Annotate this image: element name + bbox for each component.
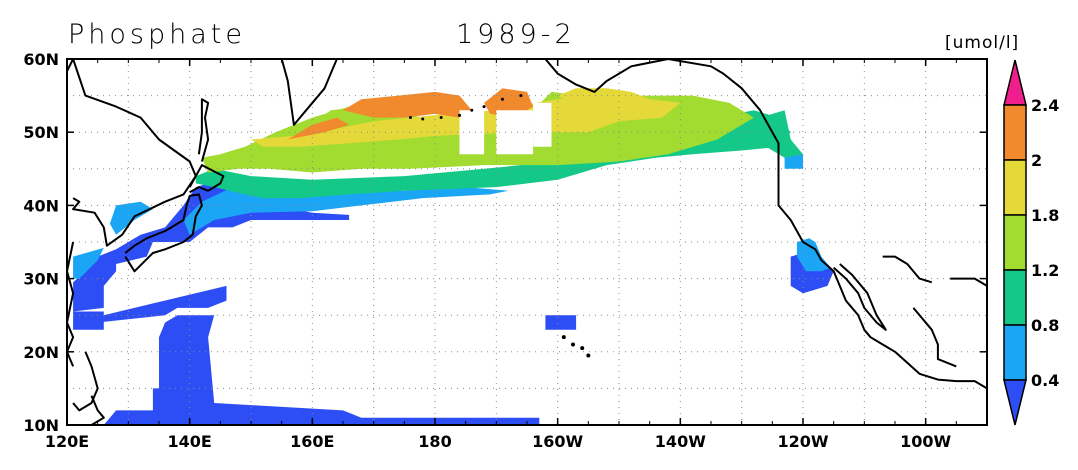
coastline-5 <box>280 59 338 126</box>
colorbar-top-arrow <box>1003 59 1027 106</box>
coastlines <box>67 59 987 425</box>
x-tick-label: 140E <box>168 432 212 451</box>
y-tick-label: 40N <box>23 196 59 215</box>
colorbar-level-label: 1.2 <box>1031 261 1059 280</box>
phosphate-region-19 <box>287 117 350 140</box>
y-tick-label: 20N <box>23 343 59 362</box>
colorbar-level-label: 2.4 <box>1031 96 1059 115</box>
x-tick-label: 160E <box>290 432 334 451</box>
phosphate-region-9 <box>796 238 831 272</box>
x-tick-label: 100W <box>900 432 951 451</box>
phosphate-region-1 <box>97 285 227 323</box>
hawaii-island-1 <box>571 342 575 347</box>
hawaii-island-2 <box>580 346 585 351</box>
no-data-gap-2 <box>533 102 552 147</box>
figure-period: 1989-2 <box>456 19 576 50</box>
no-data-gap-1 <box>496 110 534 155</box>
aleutian-island-6 <box>500 97 504 101</box>
x-tick-label: 160W <box>532 432 583 451</box>
colorbar-bottom-arrow <box>1003 379 1027 426</box>
phosphate-region-6 <box>109 201 153 235</box>
phosphate-region-4 <box>545 315 577 330</box>
phosphate-region-7 <box>73 247 104 279</box>
x-tick-label: 180 <box>418 432 451 451</box>
colorbar-level-label: 0.4 <box>1031 371 1059 390</box>
x-axis: 120E 140E 160E 180 160W 140W 120W 100W <box>45 59 957 451</box>
colorbar-segment <box>1003 159 1027 216</box>
colorbar-level-label: 0.8 <box>1031 316 1059 335</box>
phosphate-field <box>73 88 834 425</box>
coastline-14 <box>67 59 74 74</box>
coastline-13 <box>90 395 105 425</box>
aleutian-island-3 <box>458 113 462 117</box>
y-axis: 10N 20N 30N 40N 50N 60N <box>23 50 987 435</box>
coastline-12 <box>72 351 99 412</box>
aleutian-island-2 <box>439 116 443 120</box>
colorbar-segment <box>1003 104 1027 161</box>
phosphate-region-17 <box>343 91 472 118</box>
coastline-11 <box>912 307 957 368</box>
y-tick-label: 10N <box>23 416 59 435</box>
colorbar-level-label: 2 <box>1031 151 1042 170</box>
lat-lon-grid <box>67 59 987 425</box>
phosphate-region-0 <box>73 183 350 312</box>
aleutian-island-4 <box>470 108 474 112</box>
coastline-3 <box>188 164 225 194</box>
y-tick-label: 30N <box>23 270 59 289</box>
coastline-0 <box>72 59 197 247</box>
hawaii-island-3 <box>586 353 591 358</box>
colorbar-units: [umol/l] <box>945 33 1019 53</box>
x-tick-label: 120E <box>45 432 89 451</box>
colorbar-segment <box>1003 324 1027 381</box>
phosphate-region-12 <box>760 110 803 158</box>
aleutian-island-0 <box>408 116 412 120</box>
colorbar-segment <box>1003 214 1027 271</box>
aleutian-island-7 <box>519 94 523 98</box>
map-panel: 120E 140E 160E 180 160W 140W 120W 100W 10N 20N 30… <box>23 50 988 451</box>
aleutian-island-1 <box>421 117 425 121</box>
coastline-8 <box>833 263 887 331</box>
coastline-9 <box>950 277 987 287</box>
phosphate-region-2 <box>73 311 104 330</box>
coastline-2 <box>124 193 203 273</box>
phosphate-region-8 <box>183 187 509 235</box>
figure-title: Phosphate <box>68 19 246 50</box>
x-tick-label: 140W <box>655 432 706 451</box>
phosphate-region-3 <box>103 315 540 425</box>
y-tick-label: 60N <box>23 50 59 69</box>
phosphate-region-16 <box>557 88 650 111</box>
colorbar-level-label: 1.8 <box>1031 206 1059 225</box>
hawaii-island-0 <box>561 335 566 340</box>
x-tick-label: 120W <box>777 432 828 451</box>
colorbar-segment <box>1003 269 1027 326</box>
coastline-4 <box>197 98 210 162</box>
coastline-10 <box>882 255 933 284</box>
coastline-7 <box>544 59 987 390</box>
aleutian-island-5 <box>482 105 486 109</box>
no-data-gap-0 <box>459 110 485 155</box>
y-tick-label: 50N <box>23 123 59 142</box>
phosphate-region-10 <box>784 154 803 169</box>
colorbar: 0.4 0.8 1.2 1.8 2 2.4 <box>1003 59 1059 426</box>
